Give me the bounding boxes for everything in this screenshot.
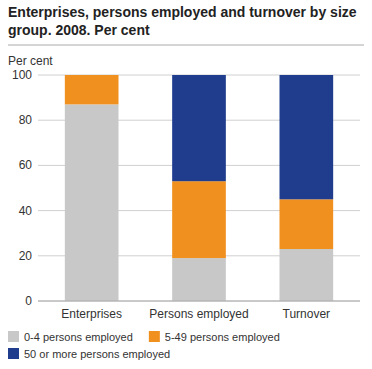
legend-swatch <box>149 331 160 342</box>
bar-segment <box>172 258 226 301</box>
separator <box>8 45 364 46</box>
y-tick-label: 0 <box>25 294 32 308</box>
bars <box>65 75 333 301</box>
legend-label: 50 or more persons employed <box>24 348 170 360</box>
bar-segment <box>280 249 334 301</box>
bar-segment <box>280 75 334 199</box>
y-tick-label: 100 <box>12 68 32 82</box>
bar-segment <box>172 181 226 258</box>
bar-segment <box>280 199 334 249</box>
bar-segment <box>172 75 226 181</box>
chart: Enterprises, persons employed and turnov… <box>0 0 372 369</box>
x-tick-label: Enterprises <box>61 307 122 321</box>
grid <box>38 75 360 301</box>
bar-segment <box>65 104 119 301</box>
grid-line <box>38 301 360 302</box>
legend-label: 0-4 persons employed <box>24 331 133 343</box>
x-tick-label: Turnover <box>283 307 331 321</box>
title: Enterprises, persons employed and turnov… <box>8 4 357 20</box>
bar-segment <box>65 75 119 104</box>
y-tick-label: 60 <box>19 158 33 172</box>
legend-label: 5-49 persons employed <box>165 331 280 343</box>
x-tick-label: Persons employed <box>149 307 248 321</box>
y-tick-label: 20 <box>19 249 33 263</box>
y-axis-label: Per cent <box>8 54 53 68</box>
x-axis-line <box>38 301 360 302</box>
title: group. 2008. Per cent <box>8 22 150 38</box>
legend-swatch <box>8 331 19 342</box>
y-tick-label: 40 <box>19 204 33 218</box>
bar-segment <box>65 75 119 76</box>
legend-swatch <box>8 348 19 359</box>
legend: 0-4 persons employed 5-49 persons employe… <box>8 331 280 360</box>
y-tick-label: 80 <box>19 113 33 127</box>
